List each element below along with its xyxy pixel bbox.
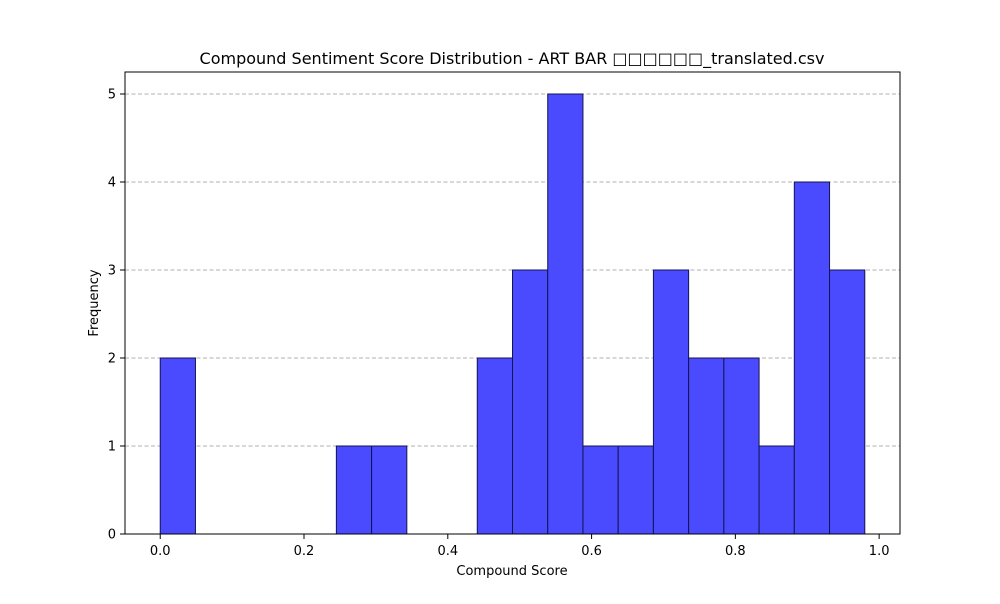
x-tick-label: 0.2: [294, 544, 315, 559]
y-axis-ticks: 0 1 2 3 4 5: [108, 88, 125, 543]
x-tick-label: 0.8: [725, 544, 746, 559]
y-tick-label: 4: [108, 176, 116, 191]
x-tick-label: 0.4: [437, 544, 458, 559]
plot-frame: [124, 71, 901, 535]
histogram-bar: [793, 181, 831, 535]
histogram-bar: [512, 269, 549, 535]
y-tick-label: 0: [108, 528, 116, 543]
histogram-bar: [652, 269, 690, 535]
y-tick-label: 3: [108, 264, 116, 279]
histogram-bar: [476, 357, 514, 535]
histogram-bar: [688, 357, 725, 535]
histogram-bar: [723, 357, 760, 535]
x-tick-label: 1.0: [869, 544, 890, 559]
y-tick-label: 2: [108, 352, 116, 367]
histogram-bar: [335, 445, 373, 535]
x-tick-label: 0.6: [581, 544, 602, 559]
histogram-bar: [582, 445, 619, 535]
y-tick-label: 5: [108, 88, 116, 103]
x-axis-ticks: 0.0 0.2 0.4 0.6 0.8 1.0: [150, 534, 890, 559]
y-axis-label: Frequency: [87, 269, 102, 336]
histogram-bar: [547, 93, 584, 535]
x-axis-label: Compound Score: [456, 564, 567, 579]
histogram-bar: [159, 357, 196, 535]
histogram-bar: [617, 445, 654, 535]
y-tick-label: 1: [108, 440, 116, 455]
histogram-bar: [758, 445, 795, 535]
chart-title: Compound Sentiment Score Distribution - …: [200, 49, 825, 69]
histogram-bars: [159, 93, 866, 535]
x-tick-label: 0.0: [150, 544, 171, 559]
histogram-bar: [829, 269, 866, 535]
histogram-bar: [371, 445, 408, 535]
